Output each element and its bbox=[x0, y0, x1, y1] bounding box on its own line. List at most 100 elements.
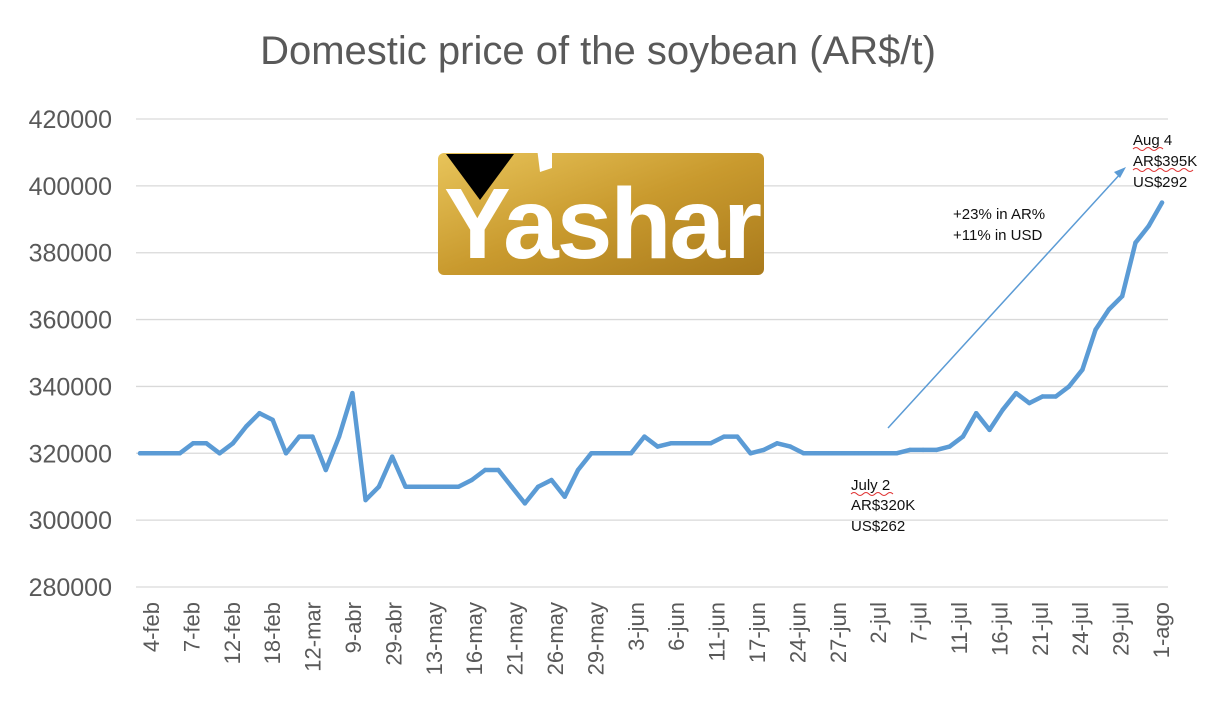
data-point bbox=[429, 484, 435, 489]
data-point bbox=[708, 441, 713, 446]
annotation-end-underline-2 bbox=[1132, 168, 1194, 172]
annotation-start-line-3: US$262 bbox=[851, 518, 905, 535]
data-point bbox=[283, 451, 289, 456]
data-point bbox=[1013, 390, 1019, 396]
data-point bbox=[270, 417, 275, 423]
data-point bbox=[509, 484, 514, 489]
x-tick-label: 29-abr bbox=[381, 602, 406, 666]
x-tick-label: 18-feb bbox=[260, 602, 285, 664]
price-series-line bbox=[137, 200, 1165, 506]
annotation-change: +23% in AR% +11% in USD bbox=[953, 206, 1045, 244]
data-point bbox=[828, 451, 833, 456]
data-point bbox=[575, 467, 581, 473]
data-point bbox=[562, 494, 567, 499]
x-tick-label: 11-jul bbox=[947, 602, 972, 654]
annotation-change-line-1: +23% in AR% bbox=[953, 206, 1045, 223]
data-point bbox=[217, 451, 222, 456]
y-tick-label: 340000 bbox=[29, 373, 112, 401]
x-tick-label: 17-jun bbox=[745, 602, 770, 663]
data-point bbox=[1053, 394, 1059, 399]
data-point bbox=[721, 434, 727, 439]
x-tick-label: 24-jul bbox=[1068, 602, 1093, 656]
logo-black-triangle bbox=[446, 154, 514, 200]
data-point bbox=[482, 467, 488, 473]
x-tick-label: 16-jul bbox=[987, 602, 1012, 656]
data-point bbox=[443, 484, 448, 489]
y-tick-label: 320000 bbox=[29, 440, 112, 468]
x-tick-label: 12-mar bbox=[301, 602, 326, 672]
data-point bbox=[881, 451, 886, 456]
x-tick-label: 24-jun bbox=[785, 602, 810, 663]
data-point bbox=[536, 484, 541, 489]
data-point bbox=[735, 434, 740, 439]
data-point bbox=[190, 441, 196, 446]
data-point bbox=[589, 451, 594, 456]
annotation-end-underline bbox=[1132, 147, 1164, 151]
data-point bbox=[230, 441, 236, 446]
y-tick-label: 420000 bbox=[29, 106, 112, 134]
annotation-start-underline bbox=[850, 492, 894, 496]
data-point bbox=[151, 451, 156, 456]
y-tick-label: 380000 bbox=[29, 240, 112, 268]
x-tick-label: 26-may bbox=[543, 602, 568, 675]
x-tick-label: 13-may bbox=[422, 602, 447, 675]
data-point bbox=[1066, 384, 1072, 389]
data-point bbox=[403, 484, 408, 489]
y-tick-label: 400000 bbox=[29, 173, 112, 201]
annotation-end-line-2: AR$395K bbox=[1133, 153, 1197, 170]
x-tick-label: 12-feb bbox=[220, 602, 245, 664]
data-point bbox=[336, 434, 342, 439]
data-point bbox=[788, 444, 793, 449]
data-point bbox=[987, 427, 992, 433]
data-point bbox=[549, 477, 554, 483]
data-point bbox=[323, 467, 328, 473]
data-point bbox=[854, 451, 859, 456]
y-tick-label: 280000 bbox=[29, 574, 112, 602]
x-tick-label: 16-may bbox=[462, 602, 487, 675]
data-point bbox=[814, 451, 820, 456]
data-point bbox=[1146, 223, 1151, 229]
data-point bbox=[748, 451, 753, 456]
trend-arrow-line bbox=[887, 171, 1123, 429]
data-point bbox=[1106, 307, 1112, 312]
data-point bbox=[137, 451, 143, 456]
data-point bbox=[310, 434, 315, 439]
data-point bbox=[376, 484, 382, 489]
x-tick-label: 7-feb bbox=[179, 602, 204, 652]
data-point bbox=[841, 451, 846, 456]
data-point bbox=[1120, 294, 1125, 299]
data-point bbox=[1040, 394, 1045, 399]
data-point bbox=[1133, 240, 1138, 245]
data-point bbox=[801, 451, 806, 456]
x-tick-label: 3-jun bbox=[624, 602, 649, 651]
data-point bbox=[628, 451, 634, 456]
logo-text: Yashar bbox=[444, 168, 761, 280]
annotation-start-line-2: AR$320K bbox=[851, 497, 915, 514]
data-points bbox=[137, 200, 1165, 506]
logo-white-flag bbox=[536, 140, 552, 172]
data-point bbox=[469, 477, 474, 483]
data-point bbox=[350, 390, 355, 396]
x-tick-label: 27-jun bbox=[826, 602, 851, 663]
yashar-logo: Yashar bbox=[438, 140, 764, 280]
data-point bbox=[1027, 400, 1032, 406]
data-point bbox=[164, 451, 169, 456]
data-point bbox=[894, 451, 899, 456]
x-tick-label: 4-feb bbox=[139, 602, 164, 652]
x-tick-label: 1-ago bbox=[1149, 602, 1174, 658]
annotation-end-line-3: US$292 bbox=[1133, 174, 1187, 191]
x-tick-label: 7-jul bbox=[907, 602, 932, 644]
data-point bbox=[682, 441, 687, 446]
data-point bbox=[960, 434, 966, 439]
data-point bbox=[695, 441, 700, 446]
y-tick-label: 300000 bbox=[29, 507, 112, 535]
annotation-start: July 2 AR$320K US$262 bbox=[850, 477, 915, 535]
data-point bbox=[1093, 327, 1098, 332]
data-point bbox=[1080, 367, 1085, 372]
y-tick-label: 360000 bbox=[29, 307, 112, 335]
y-axis-ticks: 420000 400000 380000 360000 340000 320000 3000… bbox=[29, 106, 112, 602]
data-point bbox=[774, 441, 780, 446]
x-tick-label: 2-jul bbox=[866, 602, 891, 644]
trend-arrow bbox=[887, 167, 1126, 429]
